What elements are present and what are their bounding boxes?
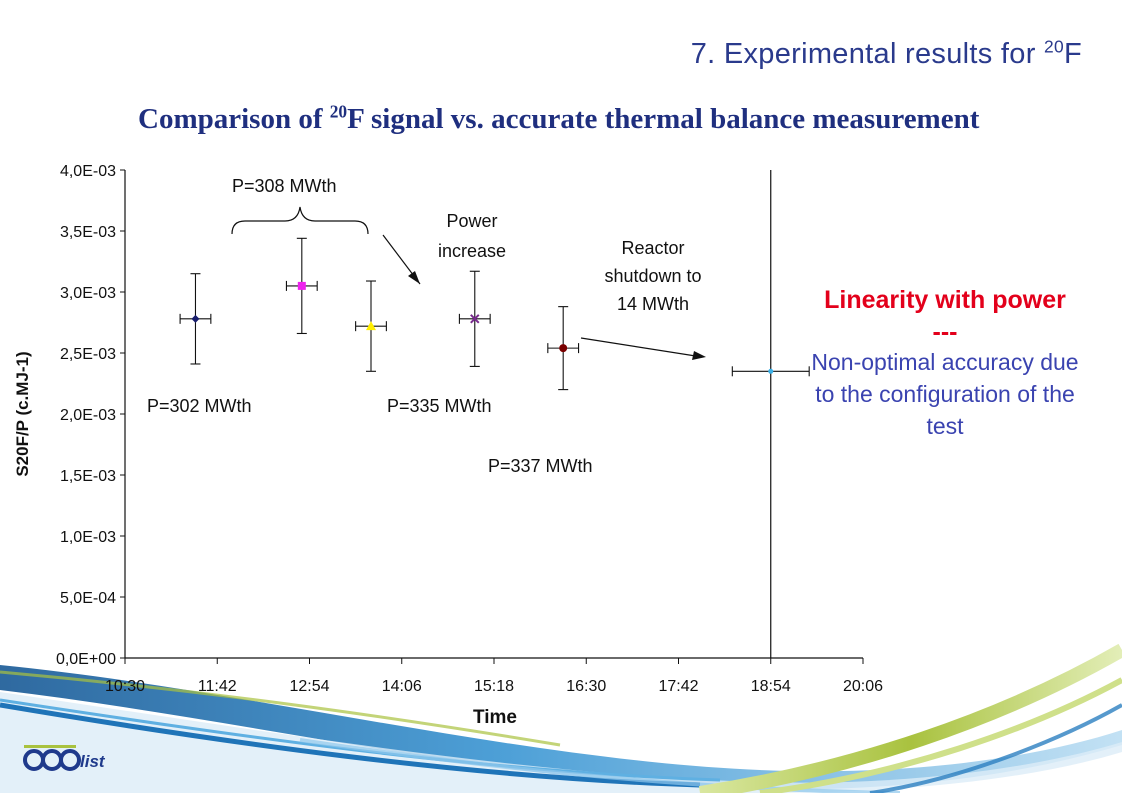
x-tick-label: 14:06: [382, 678, 422, 695]
arrowhead-shutdown: [692, 351, 706, 360]
x-tick-label: 12:54: [289, 678, 329, 695]
x-tick-label: 20:06: [843, 678, 883, 695]
arrow-shutdown: [580, 337, 703, 358]
side-note-separator: ---: [932, 318, 958, 346]
annotation-shutdown-line3: 14 MWth: [617, 294, 689, 314]
side-note-body: Non-optimal accuracy due to the configur…: [811, 349, 1079, 439]
x-tick-label: 18:54: [751, 678, 791, 695]
x-tick-label: 16:30: [566, 678, 606, 695]
annotation-shutdown-line2: shutdown to: [604, 266, 701, 286]
slide-title: 7. Experimental results for 20F: [690, 36, 1082, 70]
annotation-p337: P=337 MWth: [488, 456, 593, 476]
star-marker: [768, 368, 774, 374]
x-marker: [470, 314, 480, 324]
y-tick-label: 5,0E-04: [60, 590, 116, 607]
circle-marker: [559, 344, 568, 353]
y-tick-label: 1,0E-03: [60, 529, 116, 546]
y-tick-label: 1,5E-03: [60, 468, 116, 485]
annotation-power-increase-line2: increase: [438, 241, 506, 261]
annotation-p302: P=302 MWth: [147, 396, 252, 416]
data-point: [547, 306, 580, 391]
side-note: Linearity with power --- Non-optimal acc…: [800, 283, 1090, 442]
y-tick-label: 2,0E-03: [60, 407, 116, 424]
annotation-p335: P=335 MWth: [387, 396, 492, 416]
data-point: [731, 366, 810, 377]
y-tick-label: 4,0E-03: [60, 163, 116, 180]
y-tick-label: 3,5E-03: [60, 224, 116, 241]
chart-annotations: P=308 MWth Power increase Reactor shutdo…: [147, 176, 706, 476]
y-tick-label: 0,0E+00: [56, 651, 116, 668]
annotation-shutdown-line1: Reactor: [621, 238, 684, 258]
triangle-marker: [366, 321, 376, 331]
brace-p308: [231, 206, 369, 235]
data-point: [355, 280, 387, 372]
x-tick-label: 11:42: [198, 678, 237, 695]
y-axis-label: S20F/P (c.MJ-1): [13, 351, 32, 476]
y-tick-label: 3,0E-03: [60, 285, 116, 302]
diamond-marker: [191, 314, 200, 323]
chart-axes: 0,0E+00 5,0E-04 1,0E-03 1,5E-03 2,0E-03 2,5E-…: [13, 163, 883, 728]
chart-marks: [179, 170, 810, 658]
svg-text:list: list: [80, 752, 106, 771]
x-tick-label: 10:30: [105, 678, 145, 695]
arrowhead-power-increase: [408, 271, 420, 284]
x-axis-label: Time: [473, 707, 517, 728]
chart-title: Comparison of 20F signal vs. accurate th…: [138, 101, 980, 135]
x-tick-label: 15:18: [474, 678, 514, 695]
x-tick-label: 17:42: [658, 678, 698, 695]
side-note-heading: Linearity with power: [824, 286, 1066, 314]
annotation-power-increase-line1: Power: [446, 211, 497, 231]
annotation-p308: P=308 MWth: [232, 176, 337, 196]
square-marker: [297, 281, 306, 290]
cea-list-logo: list: [23, 745, 106, 771]
data-point: [285, 237, 318, 335]
data-point: [179, 273, 212, 365]
data-point: [458, 270, 491, 367]
y-tick-label: 2,5E-03: [60, 346, 116, 363]
